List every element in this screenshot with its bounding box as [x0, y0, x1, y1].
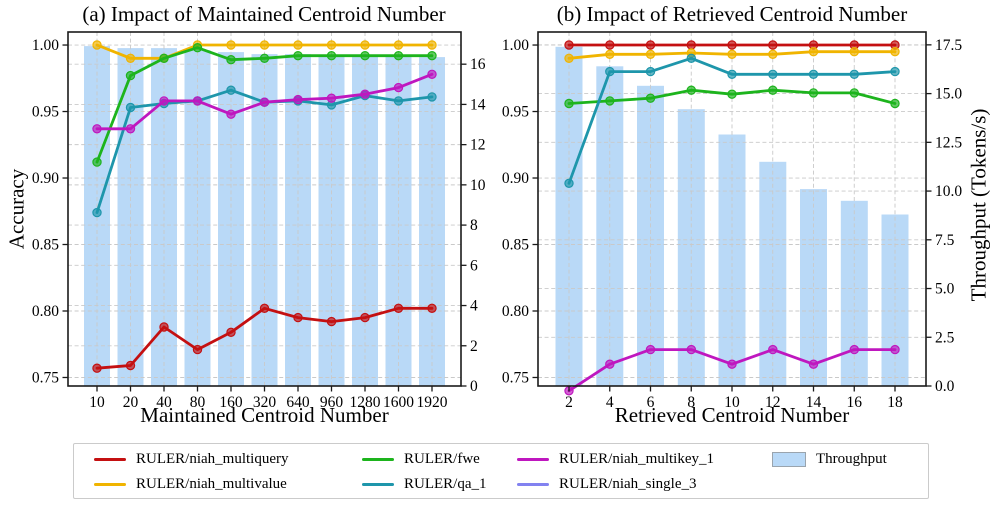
line-ruler-niah-multivalue-b — [564, 47, 900, 64]
chart-b-title: (b) Impact of Retrieved Centroid Number — [556, 2, 908, 26]
y-right-tick-label: 12 — [470, 137, 486, 154]
y-left-tick-label: 0.80 — [32, 303, 59, 320]
tick-marks-a — [62, 44, 467, 392]
legend-patch-swatch — [772, 452, 806, 467]
chart-b-right-y-axis-label: Throughput (Tokens/s) — [966, 108, 991, 302]
y-left-tick-label: 0.75 — [32, 369, 59, 386]
chart-a-y-axis-label: Accuracy — [4, 168, 29, 250]
x-tick-label: 1920 — [417, 394, 448, 411]
legend-line-swatch — [362, 482, 394, 487]
legend-item-ruler-qa-1: RULER/qa_1 — [362, 472, 487, 497]
x-tick-label: 4 — [606, 394, 614, 411]
y-right-tick-label: 16 — [470, 56, 486, 73]
y-left-tick-label: 0.95 — [32, 104, 59, 121]
legend-column-2: RULER/fwe RULER/qa_1 — [362, 447, 487, 497]
legend-item-ruler-niah-single-3: RULER/niah_single_3 — [517, 472, 714, 497]
tick-labels-b: 0.75 0.80 0.85 0.90 0.95 1.00 0.0 2.5 5.0 7.5 10.0… — [502, 37, 963, 411]
y-left-tick-label: 0.85 — [32, 237, 59, 254]
x-tick-label: 6 — [647, 394, 655, 411]
plot-b: 0.75 0.80 0.85 0.90 0.95 1.00 0.0 2.5 5.0 7.5 10.0… — [502, 31, 963, 411]
y-right-tick-label: 6 — [470, 257, 478, 274]
tick-labels-a: 0.75 0.80 0.85 0.90 0.95 1.00 0 2 4 6 8 10 12 14 16 10 2… — [32, 37, 486, 411]
x-tick-label: 40 — [156, 394, 172, 411]
legend-column-3: RULER/niah_multikey_1 RULER/niah_single_3 — [517, 447, 714, 497]
legend-label: RULER/niah_single_3 — [559, 476, 697, 492]
plot-a: 0.75 0.80 0.85 0.90 0.95 1.00 0 2 4 6 8 10 12 14 16 10 2… — [32, 31, 486, 411]
x-tick-label: 320 — [253, 394, 277, 411]
y-right-tick-label: 15.0 — [935, 86, 962, 103]
legend-label: RULER/qa_1 — [404, 476, 487, 492]
x-tick-label: 2 — [565, 394, 573, 411]
y-right-tick-label: 12.5 — [935, 134, 962, 151]
line-ruler-niah-multiquery-a — [92, 303, 437, 373]
x-tick-label: 18 — [887, 394, 903, 411]
line-ruler-fwe-b — [564, 85, 900, 109]
line-ruler-niah-multiquery-b — [564, 40, 900, 50]
x-tick-label: 1600 — [383, 394, 414, 411]
legend-line-swatch — [94, 482, 126, 487]
y-right-tick-label: 14 — [470, 96, 486, 113]
line-ruler-qa-1-b — [564, 53, 900, 188]
x-tick-label: 20 — [123, 394, 139, 411]
x-tick-label: 10 — [89, 394, 105, 411]
legend-item-ruler-niah-multikey-1: RULER/niah_multikey_1 — [517, 447, 714, 472]
legend-column-1: RULER/niah_multiquery RULER/niah_multival… — [94, 447, 288, 497]
y-right-tick-label: 0.0 — [935, 378, 955, 395]
line-ruler-niah-multikey-1-a — [92, 69, 437, 134]
y-left-tick-label: 0.90 — [502, 170, 529, 187]
y-right-tick-label: 4 — [470, 298, 478, 315]
x-tick-label: 160 — [219, 394, 243, 411]
x-tick-label: 8 — [687, 394, 695, 411]
x-tick-label: 14 — [806, 394, 822, 411]
y-right-tick-label: 17.5 — [935, 37, 962, 54]
x-tick-label: 12 — [765, 394, 781, 411]
y-left-tick-label: 0.80 — [502, 303, 529, 320]
y-left-tick-label: 1.00 — [502, 37, 529, 54]
legend-label: RULER/niah_multiquery — [136, 451, 289, 467]
y-right-tick-label: 2.5 — [935, 329, 955, 346]
tick-marks-b — [532, 44, 932, 392]
legend-label: RULER/fwe — [404, 451, 480, 467]
x-tick-label: 640 — [286, 394, 310, 411]
y-right-tick-label: 10 — [470, 177, 486, 194]
legend-label: Throughput — [816, 451, 887, 467]
legend-line-swatch — [94, 457, 126, 462]
x-tick-label: 80 — [190, 394, 206, 411]
chart-b-x-axis-label: Retrieved Centroid Number — [614, 403, 850, 427]
legend-column-4: Throughput — [772, 447, 887, 472]
legend: RULER/niah_multiquery RULER/niah_multival… — [73, 443, 929, 499]
y-left-tick-label: 0.90 — [32, 170, 59, 187]
legend-line-swatch — [517, 457, 549, 462]
legend-line-swatch — [517, 482, 549, 487]
y-left-tick-label: 0.75 — [502, 369, 529, 386]
legend-item-ruler-fwe: RULER/fwe — [362, 447, 487, 472]
y-right-tick-label: 2 — [470, 338, 478, 355]
x-tick-label: 1280 — [350, 394, 381, 411]
legend-label: RULER/niah_multikey_1 — [559, 451, 714, 467]
legend-item-ruler-niah-multiquery: RULER/niah_multiquery — [94, 447, 288, 472]
legend-label: RULER/niah_multivalue — [136, 476, 287, 492]
y-left-tick-label: 1.00 — [32, 37, 59, 54]
line-ruler-fwe-a — [92, 43, 437, 167]
chart-a-title: (a) Impact of Maintained Centroid Number — [82, 2, 446, 26]
throughput-bars-a — [84, 46, 445, 386]
chart-a-x-axis-label: Maintained Centroid Number — [140, 403, 389, 427]
x-tick-label: 10 — [724, 394, 740, 411]
y-left-tick-label: 0.85 — [502, 237, 529, 254]
legend-item-throughput: Throughput — [772, 447, 887, 472]
y-right-tick-label: 5.0 — [935, 281, 955, 298]
y-right-tick-label: 8 — [470, 217, 478, 234]
legend-line-swatch — [362, 457, 394, 462]
legend-item-ruler-niah-multivalue: RULER/niah_multivalue — [94, 472, 288, 497]
y-right-tick-label: 10.0 — [935, 183, 962, 200]
y-right-tick-label: 7.5 — [935, 232, 955, 249]
plots-canvas: 0.75 0.80 0.85 0.90 0.95 1.00 0 2 4 6 8 10 12 14 16 10 2… — [32, 31, 963, 411]
y-left-tick-label: 0.95 — [502, 104, 529, 121]
y-right-tick-label: 0 — [470, 378, 478, 395]
x-tick-label: 16 — [847, 394, 863, 411]
x-tick-label: 960 — [320, 394, 344, 411]
